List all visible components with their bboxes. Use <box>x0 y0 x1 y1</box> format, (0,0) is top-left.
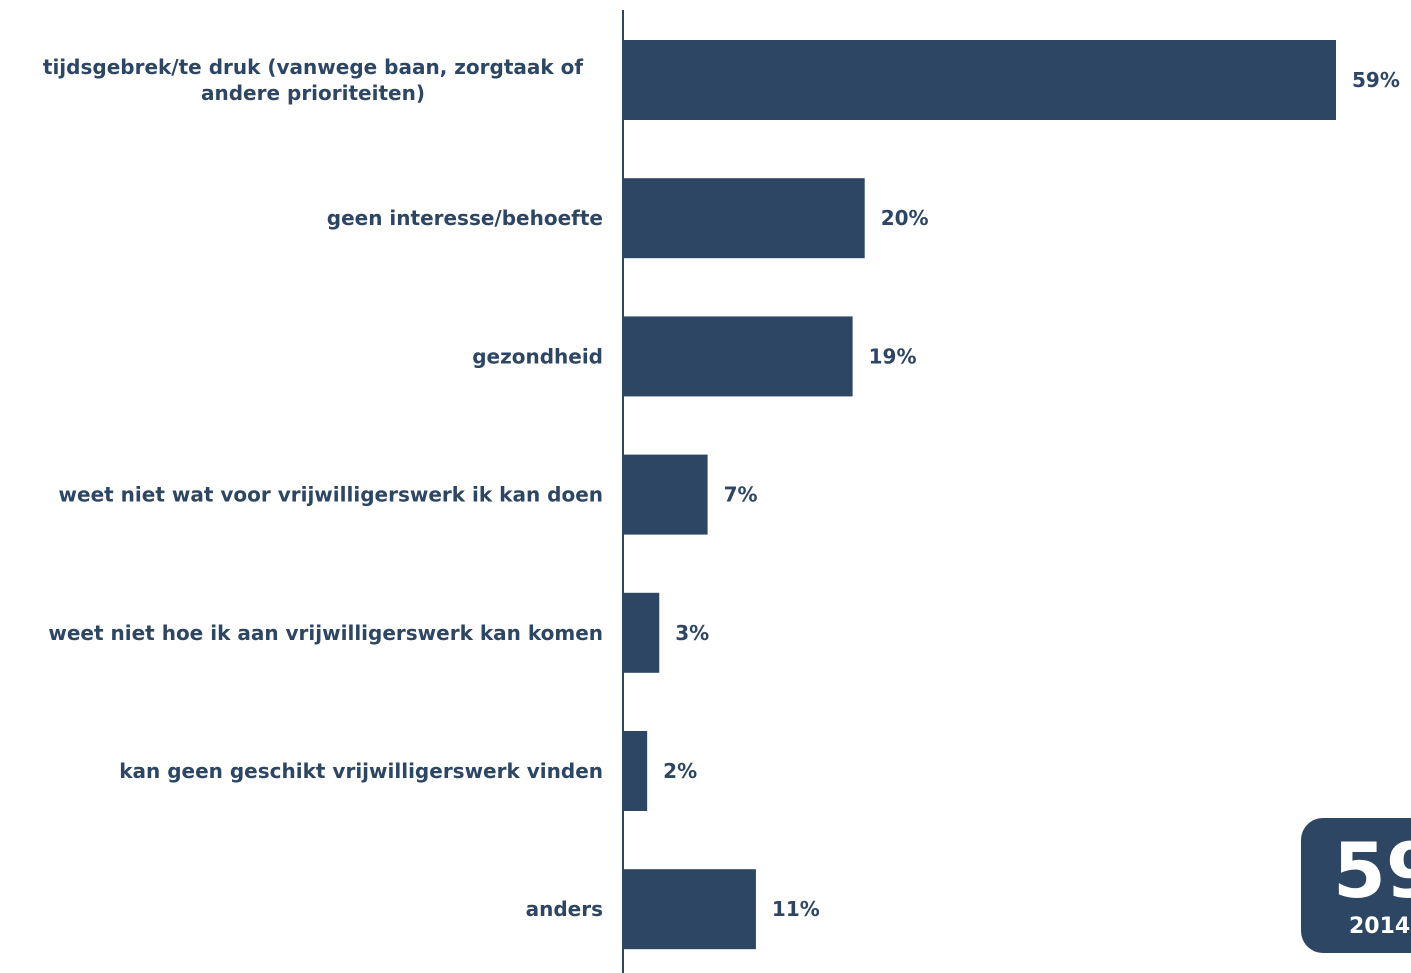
value-label: 2% <box>663 759 697 783</box>
bar <box>623 592 660 673</box>
bar <box>623 869 756 950</box>
bar <box>623 454 708 535</box>
category-label: andere prioriteiten) <box>201 81 425 105</box>
value-label: 19% <box>869 344 917 368</box>
category-label: kan geen geschikt vrijwilligerswerk vind… <box>119 759 603 783</box>
category-label: weet niet hoe ik aan vrijwilligerswerk k… <box>48 621 603 645</box>
bar <box>623 178 865 259</box>
badge-number: 59 <box>1333 826 1411 915</box>
bar <box>623 731 648 811</box>
category-label: tijdsgebrek/te druk (vanwege baan, zorgt… <box>43 55 584 79</box>
category-label: gezondheid <box>472 344 603 368</box>
category-label: weet niet wat voor vrijwilligerswerk ik … <box>59 483 603 507</box>
badge-year: 2014 <box>1349 914 1411 939</box>
value-label: 59% <box>1352 68 1400 92</box>
summary-badge: 59 2014 <box>1301 818 1411 953</box>
value-label: 7% <box>724 483 758 507</box>
value-label: 3% <box>675 621 709 645</box>
bar <box>623 316 853 397</box>
bar <box>623 40 1336 120</box>
category-label: geen interesse/behoefte <box>327 206 603 230</box>
value-label: 20% <box>881 206 929 230</box>
value-label: 11% <box>772 897 820 921</box>
category-label: anders <box>526 897 603 921</box>
